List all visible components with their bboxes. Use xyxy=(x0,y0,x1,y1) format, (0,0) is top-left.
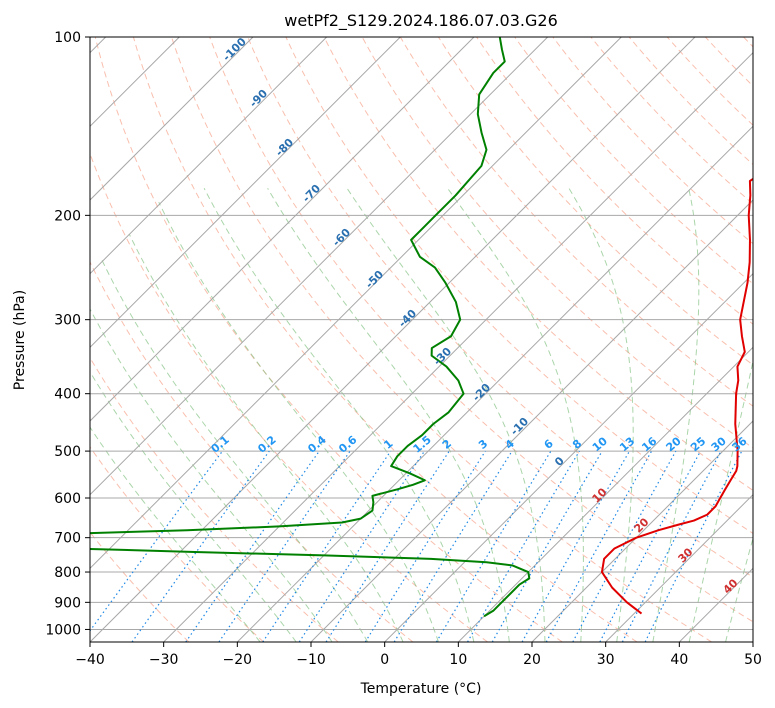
y-tick-label: 300 xyxy=(54,313,81,329)
isotherm-line xyxy=(605,493,753,642)
y-tick-label: 500 xyxy=(54,444,81,460)
isotherm-line xyxy=(457,346,753,642)
dewpoint-profile-line xyxy=(90,37,531,618)
mixing-ratio-line xyxy=(131,450,270,642)
isotherm-line xyxy=(236,125,753,642)
mixing-ratio-line xyxy=(466,450,580,642)
chart-title: wetPf2_S129.2024.186.07.03.G26 xyxy=(284,11,558,31)
mixing-ratio-line xyxy=(298,450,425,642)
mixing-ratio-line xyxy=(364,450,486,642)
y-tick-label: 700 xyxy=(54,531,81,547)
isotherm-line xyxy=(531,420,753,642)
isotherm-line xyxy=(90,37,254,201)
dry-adiabat-line xyxy=(476,37,753,325)
isotherm-line xyxy=(90,37,549,496)
grid-layer xyxy=(90,37,753,642)
x-tick-label: 30 xyxy=(597,652,615,668)
y-tick-label: 800 xyxy=(54,565,81,581)
moist-adiabat-line xyxy=(158,201,439,642)
x-tick-label: 10 xyxy=(449,652,467,668)
dry-adiabat-line xyxy=(209,37,753,623)
dry-adiabat-line xyxy=(285,37,753,535)
mixing-ratio-line xyxy=(185,450,320,642)
axis-layer: −40 −30 −20 −10 0 10 20 30 40 50 100 200 300 400 500 60… xyxy=(45,30,762,668)
y-tick-label: 1000 xyxy=(45,622,81,638)
x-axis-title: Temperature (°C) xyxy=(360,681,482,697)
isotherm-line xyxy=(90,37,622,570)
moist-adiabat-line xyxy=(688,358,753,642)
moist-adiabat-line xyxy=(90,308,333,642)
x-tick-label: −30 xyxy=(149,652,179,668)
y-axis-title: Pressure (hPa) xyxy=(12,290,28,390)
isotherm-line xyxy=(90,37,401,349)
series-layer xyxy=(90,37,753,618)
x-tick-label: 50 xyxy=(744,652,762,668)
mixing-ratio-line xyxy=(218,450,351,642)
x-tick-label: 20 xyxy=(523,652,541,668)
dry-adiabat-line xyxy=(90,260,414,642)
y-tick-label: 100 xyxy=(54,30,81,46)
x-tick-label: −10 xyxy=(296,652,326,668)
x-tick-label: 0 xyxy=(380,652,389,668)
y-tick-label: 200 xyxy=(54,208,81,224)
y-tick-label: 900 xyxy=(54,595,81,611)
dry-adiabat-line xyxy=(323,37,753,491)
mixing-ratio-line xyxy=(572,450,677,642)
dry-adiabat-line xyxy=(90,446,264,642)
isotherm-line xyxy=(90,37,696,642)
moist-adiabat-line xyxy=(652,188,700,642)
plot-frame xyxy=(89,36,754,643)
moist-adiabat-line xyxy=(128,233,404,642)
x-tick-label: −40 xyxy=(75,652,105,668)
mixing-ratio-line xyxy=(393,450,513,642)
isotherm-line xyxy=(310,199,753,642)
mixing-ratio-line xyxy=(435,450,552,642)
mixing-ratio-line xyxy=(599,450,702,642)
dry-adiabat-line xyxy=(132,37,638,642)
moist-adiabat-line xyxy=(267,187,510,642)
mixing-ratio-line xyxy=(262,450,392,642)
dry-adiabat-line xyxy=(247,37,753,578)
x-tick-label: 40 xyxy=(670,652,688,668)
moist-adiabat-line xyxy=(203,188,475,642)
temperature-profile-line xyxy=(600,177,753,615)
mixing-ratio-line xyxy=(325,450,450,642)
dry-adiabat-line xyxy=(514,37,753,285)
isotherm-line xyxy=(90,37,475,422)
y-tick-label: 400 xyxy=(54,387,81,403)
moist-adiabat-line xyxy=(568,187,634,642)
y-tick-label: 600 xyxy=(54,491,81,507)
dry-adiabat-line xyxy=(171,37,713,642)
x-tick-label: −20 xyxy=(223,652,253,668)
isotherm-line xyxy=(163,51,753,642)
isotherm-line xyxy=(384,272,753,642)
isotherm-line xyxy=(90,37,328,275)
